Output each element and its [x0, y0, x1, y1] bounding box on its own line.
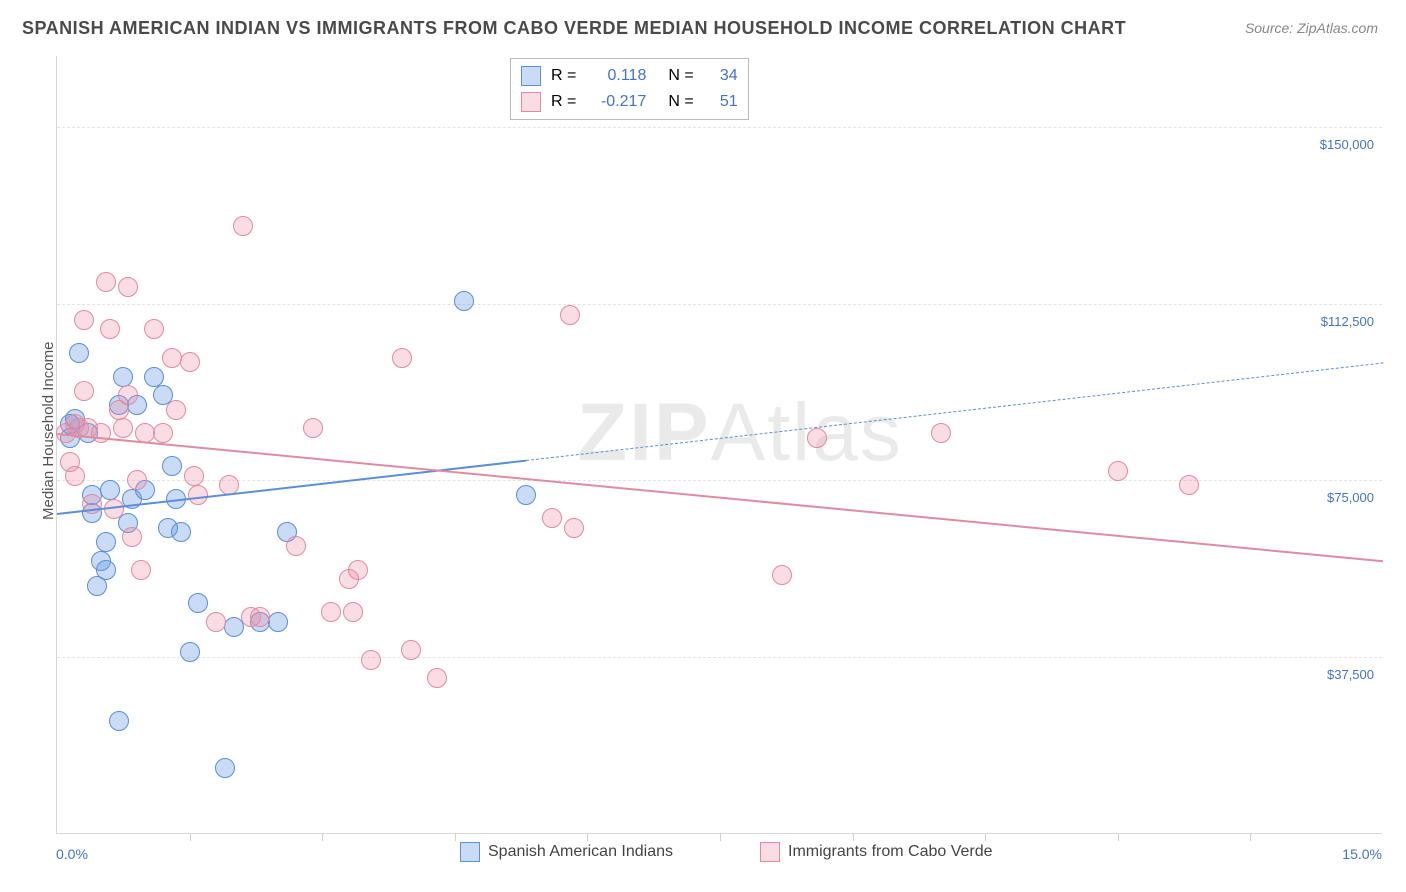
scatter-point	[96, 560, 116, 580]
scatter-point	[162, 456, 182, 476]
x-tick	[720, 833, 721, 841]
r-value: 0.118	[586, 67, 646, 85]
n-value: 34	[704, 67, 738, 85]
scatter-point	[144, 319, 164, 339]
scatter-point	[100, 480, 120, 500]
scatter-point	[122, 527, 142, 547]
scatter-point	[348, 560, 368, 580]
scatter-point	[807, 428, 827, 448]
chart-title: SPANISH AMERICAN INDIAN VS IMMIGRANTS FR…	[22, 18, 1126, 39]
scatter-point	[206, 612, 226, 632]
scatter-point	[268, 612, 288, 632]
scatter-point	[427, 668, 447, 688]
series-legend-1: Spanish American Indians	[460, 842, 673, 862]
x-tick	[587, 833, 588, 841]
source-attribution: Source: ZipAtlas.com	[1245, 20, 1378, 36]
scatter-point	[96, 272, 116, 292]
scatter-point	[184, 466, 204, 486]
y-axis-title: Median Household Income	[40, 342, 57, 520]
y-tick-label: $75,000	[1294, 490, 1374, 505]
x-tick	[1250, 833, 1251, 841]
legend-row: R = 0.118 N = 34	[521, 63, 738, 89]
scatter-point	[542, 508, 562, 528]
y-tick-label: $150,000	[1294, 137, 1374, 152]
scatter-point	[392, 348, 412, 368]
scatter-point	[931, 423, 951, 443]
correlation-legend: R = 0.118 N = 34 R = -0.217 N = 51	[510, 58, 749, 120]
scatter-point	[180, 352, 200, 372]
scatter-point	[153, 423, 173, 443]
scatter-point	[91, 423, 111, 443]
scatter-point	[321, 602, 341, 622]
scatter-point	[113, 367, 133, 387]
scatter-point	[564, 518, 584, 538]
scatter-point	[1108, 461, 1128, 481]
plot-area: ZIPAtlas $37,500 $75,000 $112,500 $150,000	[56, 56, 1382, 834]
gridline	[57, 304, 1382, 305]
x-axis-max-label: 15.0%	[1342, 846, 1382, 862]
x-axis-min-label: 0.0%	[56, 846, 88, 862]
scatter-point	[560, 305, 580, 325]
legend-swatch	[521, 92, 541, 112]
series-legend-2: Immigrants from Cabo Verde	[760, 842, 993, 862]
n-label: N =	[668, 93, 693, 111]
scatter-point	[286, 536, 306, 556]
legend-row: R = -0.217 N = 51	[521, 89, 738, 115]
scatter-point	[144, 367, 164, 387]
scatter-point	[118, 277, 138, 297]
legend-label-1: Spanish American Indians	[488, 843, 673, 861]
x-tick	[322, 833, 323, 841]
scatter-point	[343, 602, 363, 622]
scatter-point	[113, 418, 133, 438]
scatter-point	[250, 607, 270, 627]
scatter-point	[361, 650, 381, 670]
trend-line	[57, 433, 1383, 562]
scatter-point	[1179, 475, 1199, 495]
x-tick	[985, 833, 986, 841]
trend-line-dashed	[525, 362, 1383, 461]
x-tick	[1118, 833, 1119, 841]
legend-label-2: Immigrants from Cabo Verde	[788, 843, 993, 861]
scatter-point	[516, 485, 536, 505]
scatter-point	[188, 593, 208, 613]
legend-swatch	[521, 66, 541, 86]
scatter-point	[772, 565, 792, 585]
scatter-point	[118, 385, 138, 405]
scatter-point	[454, 291, 474, 311]
scatter-point	[166, 400, 186, 420]
r-value: -0.217	[586, 93, 646, 111]
scatter-point	[74, 381, 94, 401]
scatter-point	[109, 711, 129, 731]
scatter-point	[131, 560, 151, 580]
scatter-point	[100, 319, 120, 339]
x-tick	[190, 833, 191, 841]
scatter-point	[188, 485, 208, 505]
n-label: N =	[668, 67, 693, 85]
scatter-point	[171, 522, 191, 542]
watermark: ZIPAtlas	[577, 386, 903, 480]
scatter-point	[233, 216, 253, 236]
scatter-point	[303, 418, 323, 438]
x-tick	[853, 833, 854, 841]
x-tick	[455, 833, 456, 841]
scatter-point	[69, 343, 89, 363]
legend-swatch-1	[460, 842, 480, 862]
scatter-point	[74, 310, 94, 330]
y-tick-label: $112,500	[1294, 314, 1374, 329]
gridline	[57, 657, 1382, 658]
watermark-bold: ZIP	[577, 387, 711, 478]
scatter-point	[401, 640, 421, 660]
scatter-point	[215, 758, 235, 778]
scatter-point	[127, 470, 147, 490]
y-tick-label: $37,500	[1294, 667, 1374, 682]
scatter-point	[180, 642, 200, 662]
r-label: R =	[551, 67, 576, 85]
gridline	[57, 127, 1382, 128]
r-label: R =	[551, 93, 576, 111]
scatter-point	[65, 466, 85, 486]
n-value: 51	[704, 93, 738, 111]
legend-swatch-2	[760, 842, 780, 862]
watermark-light: Atlas	[711, 387, 903, 478]
scatter-point	[96, 532, 116, 552]
